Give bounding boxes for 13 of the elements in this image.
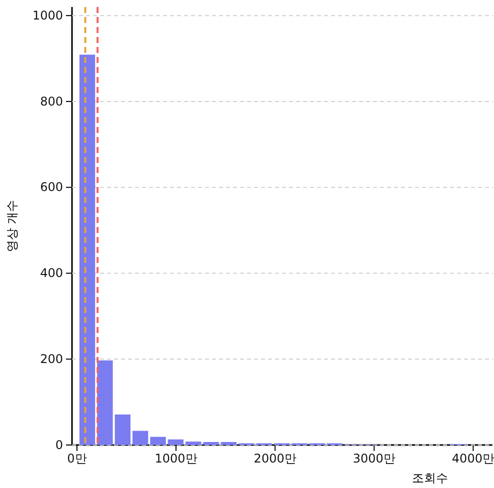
y-tick-label: 400 [40, 266, 63, 280]
x-tick-label: 0만 [67, 452, 87, 466]
x-tick-label: 2000만 [254, 452, 296, 466]
x-axis-title: 조회수 [412, 471, 448, 485]
y-tick-label: 200 [40, 352, 63, 366]
x-tick-label: 4000만 [452, 452, 494, 466]
x-tick-label: 1000만 [154, 452, 198, 466]
y-tick-label: 0 [55, 438, 63, 452]
x-tick-label: 3000만 [352, 452, 396, 466]
y-axis-title: 영상 개수 [5, 200, 19, 252]
y-tick-label: 1000 [32, 8, 63, 22]
y-tick-label: 800 [40, 94, 63, 108]
y-tick-label: 600 [40, 180, 63, 194]
